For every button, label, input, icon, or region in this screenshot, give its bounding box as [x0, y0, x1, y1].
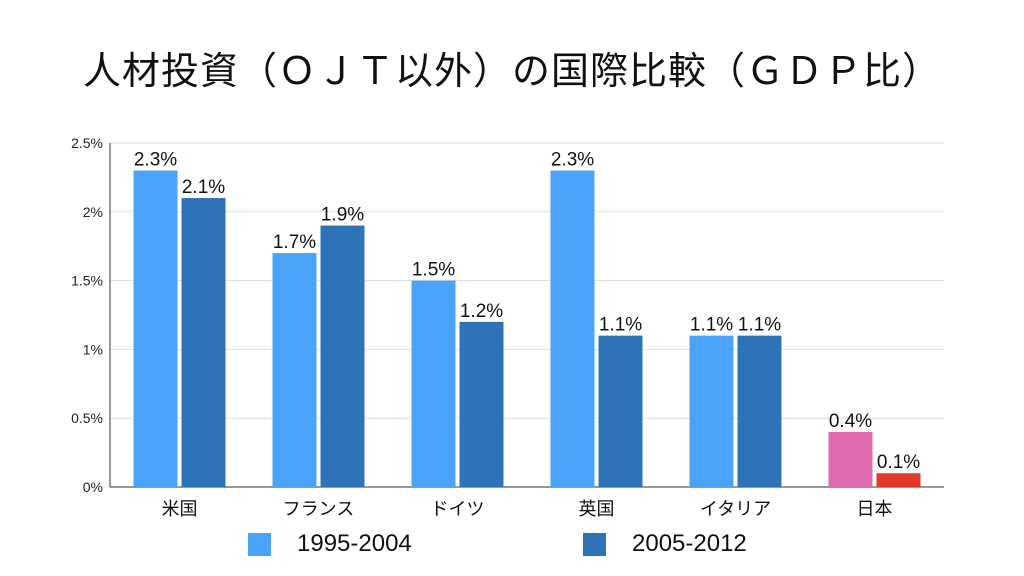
- legend-swatch-series-2: [583, 532, 606, 556]
- bar: [411, 280, 456, 487]
- data-label: 2.1%: [182, 177, 225, 198]
- legend-label-series-1: 1995-2004: [297, 530, 412, 557]
- data-label: 0.4%: [829, 411, 872, 432]
- legend-item-series-1: 1995-2004: [248, 530, 412, 558]
- bar: [737, 335, 782, 487]
- data-label: 1.7%: [273, 232, 316, 253]
- y-tick-label: 1%: [83, 341, 103, 357]
- y-tick-label: 1.5%: [71, 273, 103, 289]
- x-tick-label: 日本: [857, 499, 893, 520]
- data-label: 1.1%: [690, 315, 733, 336]
- data-label: 1.2%: [460, 301, 503, 322]
- x-tick-label: フランス: [283, 499, 355, 520]
- bar: [459, 321, 504, 487]
- data-label: 1.1%: [738, 315, 781, 336]
- x-tick-label: ドイツ: [431, 499, 485, 520]
- y-tick-label: 2%: [83, 204, 103, 220]
- legend-item-series-2: 2005-2012: [583, 530, 747, 558]
- data-label: 1.9%: [321, 205, 364, 226]
- bar: [181, 198, 226, 488]
- bar: [876, 473, 921, 487]
- y-tick-label: 0%: [83, 479, 103, 495]
- data-label: 2.3%: [134, 150, 177, 171]
- data-label: 1.5%: [412, 260, 455, 281]
- x-tick-label: イタリア: [700, 499, 771, 520]
- bar: [689, 335, 734, 487]
- y-tick-label: 0.5%: [71, 410, 103, 426]
- legend-swatch-series-1: [248, 532, 271, 556]
- bar: [133, 170, 178, 487]
- bar: [320, 225, 365, 487]
- x-tick-label: 米国: [162, 499, 198, 520]
- data-label: 1.1%: [599, 315, 642, 336]
- data-label: 0.1%: [877, 452, 920, 473]
- bar: [598, 335, 643, 487]
- y-tick-label: 2.5%: [71, 135, 103, 151]
- bar: [272, 253, 317, 487]
- legend-label-series-2: 2005-2012: [632, 530, 747, 557]
- bar: [550, 170, 595, 487]
- data-label: 2.3%: [551, 150, 594, 171]
- bar: [828, 431, 873, 487]
- x-tick-label: 英国: [579, 499, 615, 520]
- chart-title: 人材投資（ＯＪＴ以外）の国際比較（ＧＤＰ比）: [82, 49, 941, 93]
